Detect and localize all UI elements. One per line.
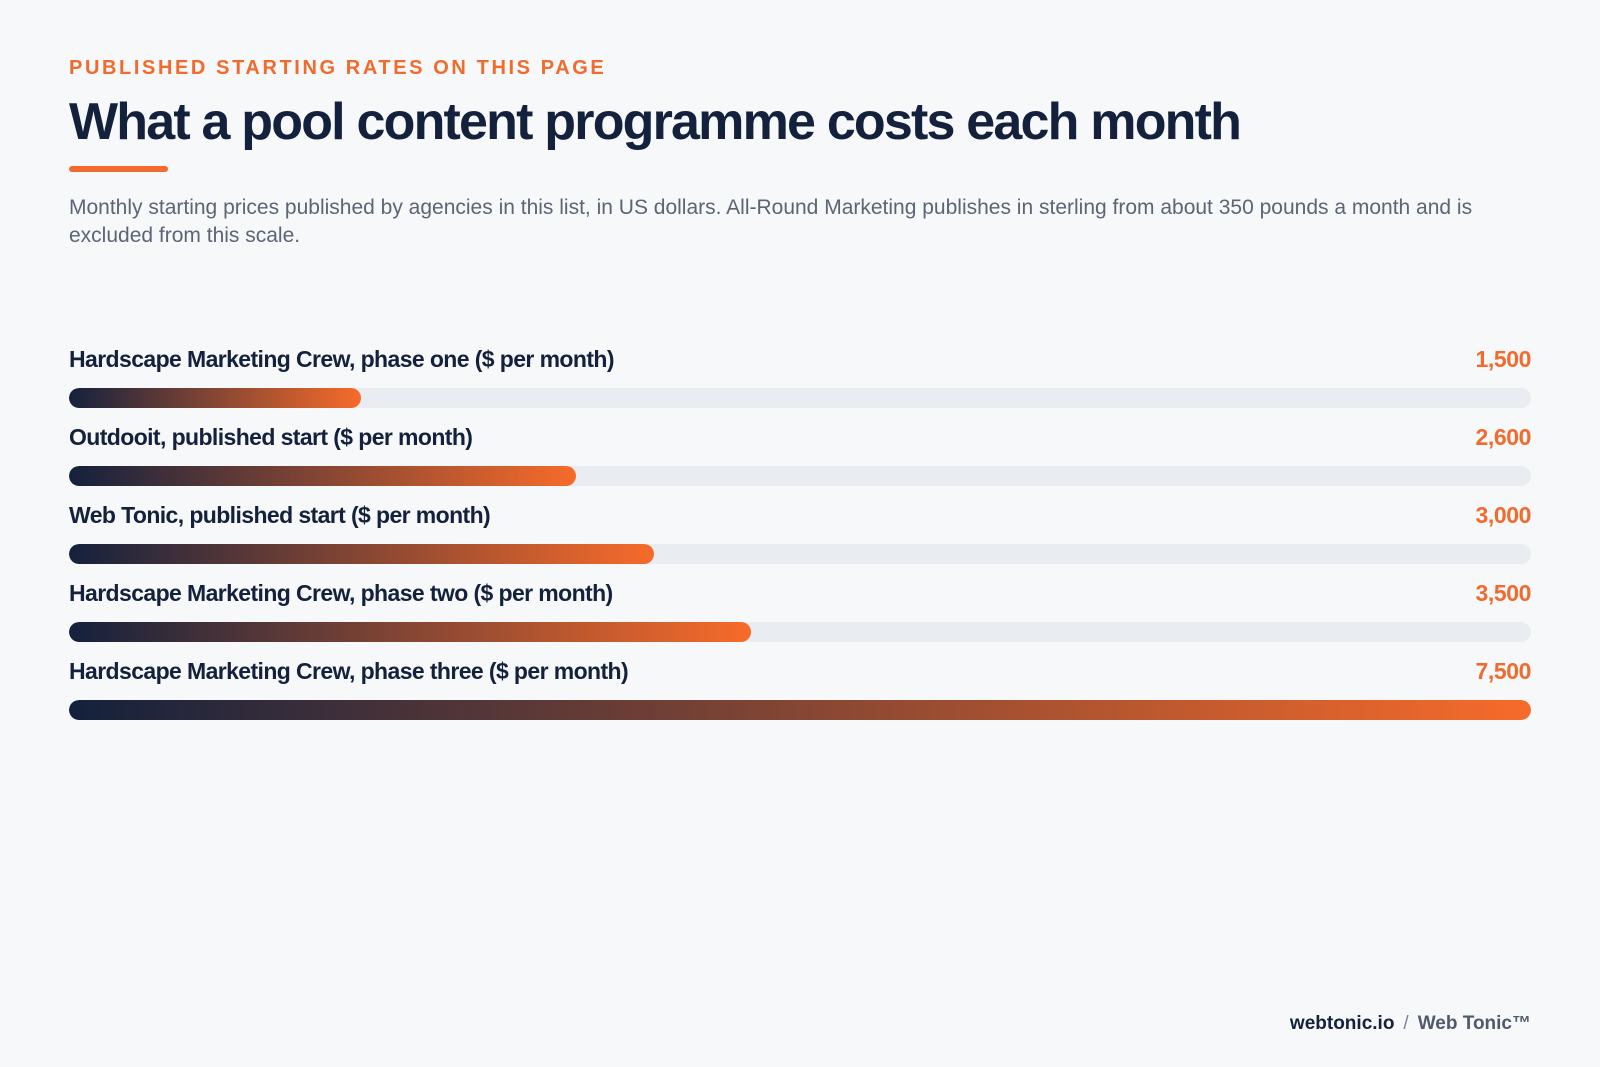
bar-chart: Hardscape Marketing Crew, phase one ($ p… (69, 344, 1531, 734)
bar-row: Hardscape Marketing Crew, phase three ($… (69, 656, 1531, 734)
bar-row: Web Tonic, published start ($ per month)… (69, 500, 1531, 578)
eyebrow-label: PUBLISHED STARTING RATES ON THIS PAGE (69, 57, 607, 79)
chart-subtitle: Monthly starting prices published by age… (69, 196, 1473, 247)
footer-site: webtonic.io (1289, 1013, 1395, 1034)
bar-label: Web Tonic, published start ($ per month) (69, 502, 491, 528)
footer-brand: Web Tonic™ (1417, 1013, 1531, 1034)
bar-fill (69, 544, 654, 564)
bar-row: Hardscape Marketing Crew, phase two ($ p… (69, 578, 1531, 656)
bar-value-label: 3,000 (1475, 502, 1531, 528)
bar-fill (69, 466, 576, 486)
bar-label: Hardscape Marketing Crew, phase two ($ p… (69, 580, 613, 606)
bar-label: Hardscape Marketing Crew, phase three ($… (69, 658, 629, 684)
title-accent-rule (69, 166, 168, 172)
footer-separator: / (1403, 1013, 1409, 1034)
bar-fill (69, 700, 1531, 720)
bar-row: Hardscape Marketing Crew, phase one ($ p… (69, 344, 1531, 422)
bar-fill (69, 388, 361, 408)
bar-fill (69, 622, 751, 642)
bar-track (69, 466, 1531, 486)
bar-value-label: 1,500 (1475, 346, 1531, 372)
bar-track (69, 388, 1531, 408)
bar-label: Hardscape Marketing Crew, phase one ($ p… (69, 346, 614, 372)
bar-value-label: 2,600 (1475, 424, 1531, 450)
bar-label: Outdooit, published start ($ per month) (69, 424, 473, 450)
bar-track (69, 544, 1531, 564)
footer-credit: webtonic.io / Web Tonic™ (1290, 1012, 1531, 1036)
bar-value-label: 3,500 (1475, 580, 1531, 606)
bar-value-label: 7,500 (1475, 658, 1531, 684)
page-title: What a pool content programme costs each… (69, 93, 1242, 151)
bar-row: Outdooit, published start ($ per month) 2… (69, 422, 1531, 500)
chart-page: PUBLISHED STARTING RATES ON THIS PAGE Wh… (69, 0, 1531, 1067)
bar-track (69, 622, 1531, 642)
bar-track (69, 700, 1531, 720)
